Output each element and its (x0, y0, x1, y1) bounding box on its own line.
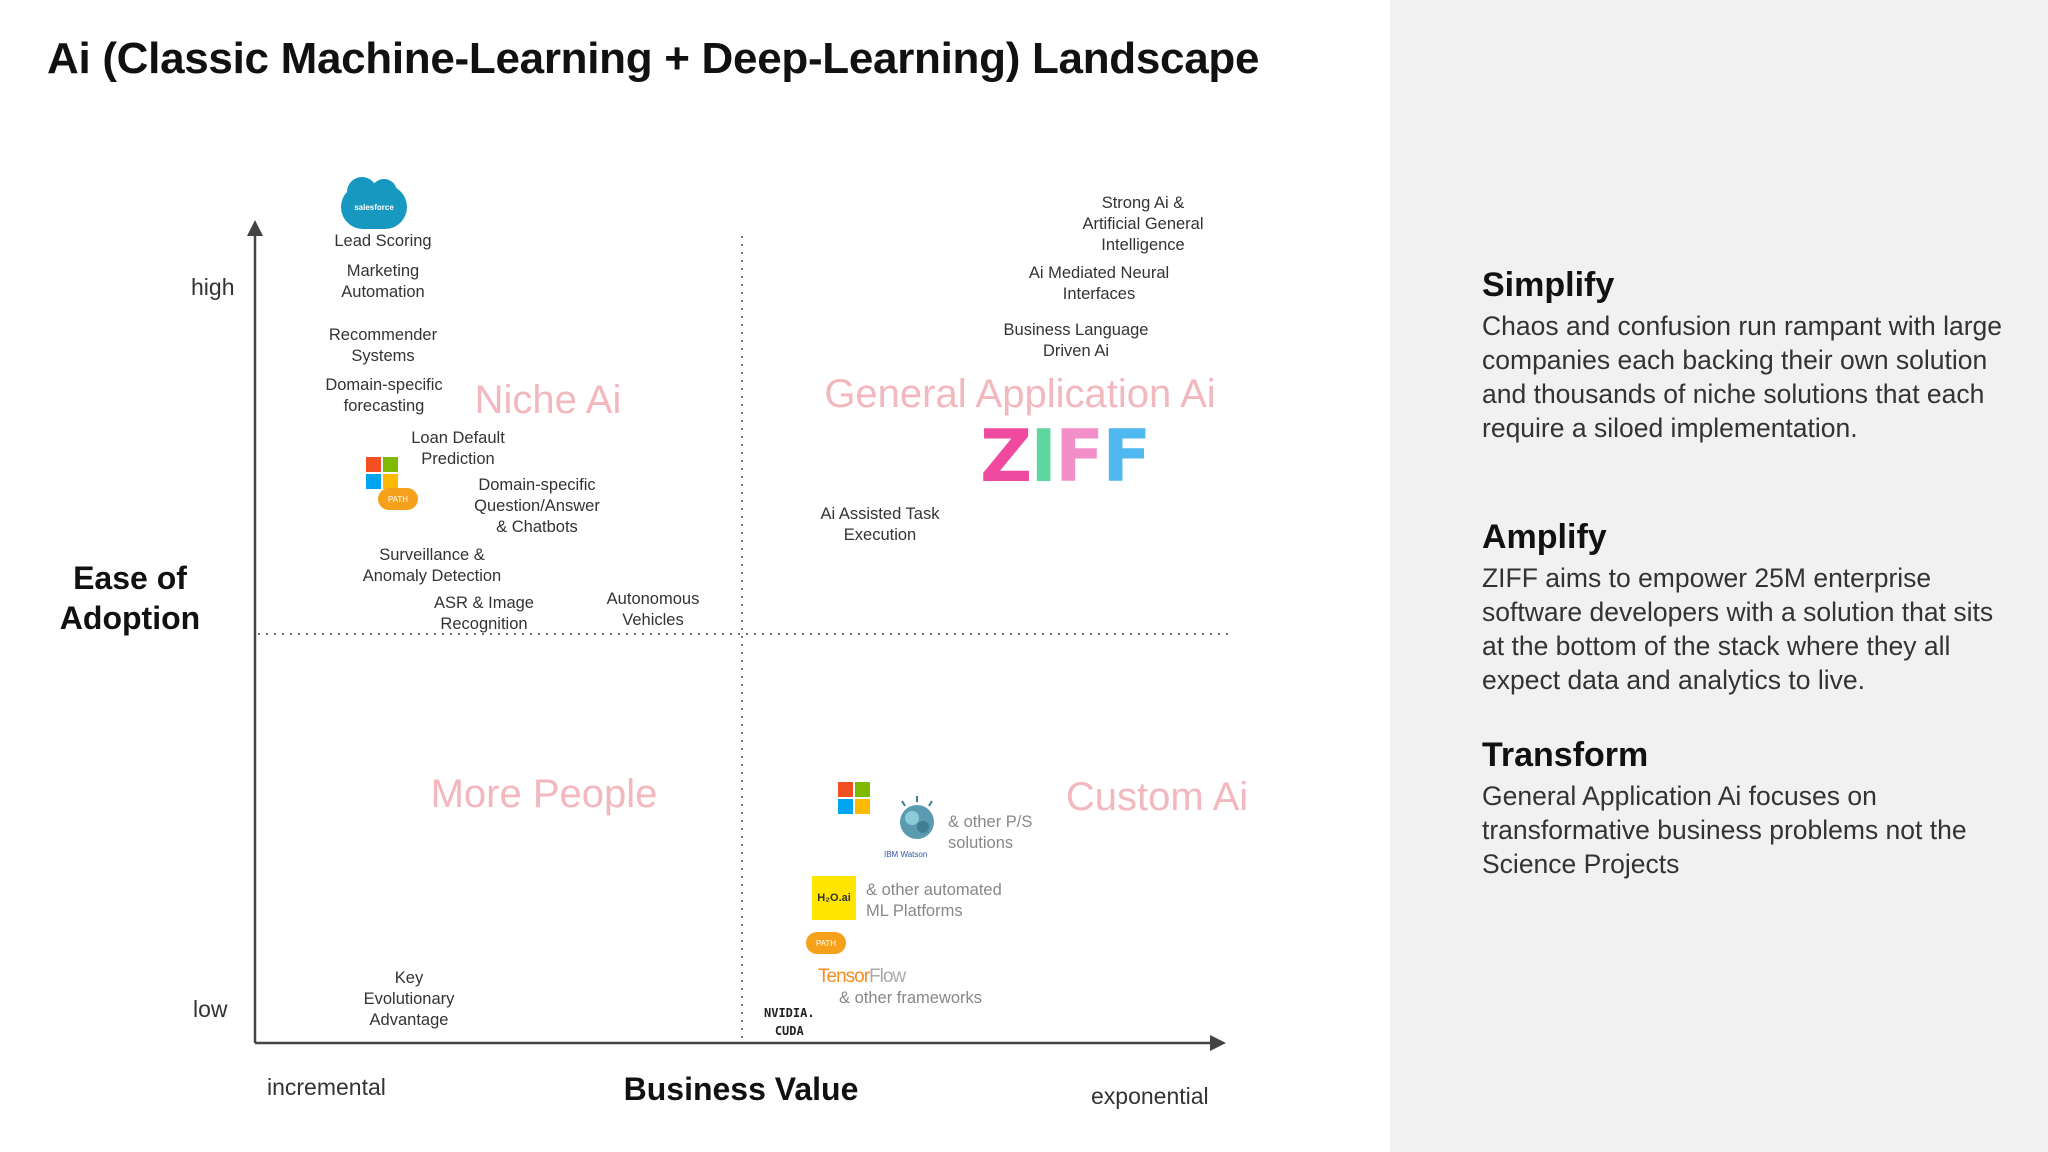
section-transform-title: Transform (1482, 736, 1649, 774)
ms-tile-green-2 (855, 782, 870, 797)
ms-tile-blue (366, 474, 381, 489)
cloud-badge-text: PATH (815, 938, 837, 948)
ziff-letter-f2: F (1102, 414, 1151, 498)
label-domain-qa: Domain-specific Question/Answer & Chatbo… (474, 476, 600, 536)
quadrant-custom-ai: Custom Ai (1065, 775, 1249, 819)
microsoft-logo-small (366, 457, 398, 489)
label-other-frameworks: & other frameworks (839, 989, 983, 1007)
ziff-letter-f1: F (1055, 414, 1104, 498)
y-axis-arrow (247, 220, 263, 236)
page-title: Ai (Classic Machine-Learning + Deep-Lear… (47, 34, 1260, 83)
ziff-letter-i: I (1030, 414, 1057, 498)
watson-caption: IBM Watson (884, 850, 928, 859)
label-surveillance: Surveillance & Anomaly Detection (362, 546, 502, 585)
cloud-badge-logo-small: PATH (378, 488, 418, 510)
section-simplify-title: Simplify (1482, 266, 1615, 304)
section-amplify: Amplify ZIFF aims to empower 25M enterpr… (1482, 518, 2022, 697)
section-transform-body: General Application Ai focuses on transf… (1482, 781, 1967, 879)
y-high-label: high (191, 274, 235, 300)
section-transform: Transform General Application Ai focuses… (1482, 736, 2022, 881)
cloud-badge-logo: PATH (806, 932, 846, 954)
label-recommender-systems: Recommender Systems (328, 326, 438, 365)
label-marketing-automation: Marketing Automation (341, 262, 425, 301)
watson-globe-icon (900, 796, 934, 839)
ms-tile-red (366, 457, 381, 472)
ms-tile-yellow (383, 474, 398, 489)
quadrant-more-people: More People (430, 772, 658, 816)
label-assisted-task: Ai Assisted Task Execution (820, 505, 940, 544)
label-domain-forecasting: Domain-specific forecasting (325, 376, 443, 415)
quadrant-general-application-ai: General Application Ai (824, 372, 1216, 416)
x-high-label: exponential (1091, 1083, 1209, 1109)
nvidia-cuda-logo: NVIDIA. CUDA (764, 1004, 815, 1040)
label-other-ml: & other automated ML Platforms (866, 881, 1002, 920)
y-low-label: low (193, 996, 228, 1022)
right-panel (1390, 0, 2048, 1152)
label-strong-ai: Strong Ai & Artificial General Intellige… (1082, 194, 1204, 254)
tensorflow-logo: TensorFlow (818, 966, 906, 988)
label-business-language: Business Language Driven Ai (1003, 321, 1149, 360)
ziff-letter-z: Z (980, 414, 1032, 498)
label-other-ps: & other P/S solutions (948, 813, 1033, 852)
ziff-logo: ZIFF (980, 420, 1151, 492)
salesforce-logo: salesforce (341, 177, 407, 229)
quadrant-niche-ai: Niche Ai (474, 378, 622, 422)
x-low-label: incremental (267, 1074, 386, 1100)
x-axis-title: Business Value (623, 1071, 859, 1107)
tensorflow-flow: Flow (869, 966, 906, 987)
nvidia-cuda-text: NVIDIA. CUDA (764, 1006, 815, 1038)
label-key-evolutionary: Key Evolutionary Advantage (363, 969, 455, 1029)
section-simplify-body: Chaos and confusion run rampant with lar… (1482, 311, 2002, 443)
h2o-logo: H₂O.ai (812, 876, 856, 920)
section-simplify: Simplify Chaos and confusion run rampant… (1482, 266, 2022, 445)
diagram-area (0, 0, 1390, 1152)
h2o-logo-text: H₂O.ai (817, 892, 851, 904)
salesforce-logo-text: salesforce (354, 202, 394, 212)
label-lead-scoring: Lead Scoring (334, 232, 432, 250)
section-amplify-body: ZIFF aims to empower 25M enterprise soft… (1482, 563, 1994, 695)
label-neural-interfaces: Ai Mediated Neural Interfaces (1028, 264, 1170, 303)
microsoft-logo (838, 782, 870, 814)
label-loan-default: Loan Default Prediction (411, 429, 505, 468)
ms-tile-blue-2 (838, 799, 853, 814)
cloud-badge-text-small: PATH (387, 494, 409, 504)
quadrant-axes (247, 220, 1228, 1051)
tensorflow-tensor: Tensor (818, 966, 870, 987)
ms-tile-green (383, 457, 398, 472)
label-asr-image: ASR & Image Recognition (434, 594, 534, 633)
section-amplify-title: Amplify (1482, 518, 1607, 556)
label-autonomous: Autonomous Vehicles (606, 590, 700, 629)
ms-tile-yellow-2 (855, 799, 870, 814)
ms-tile-red-2 (838, 782, 853, 797)
y-axis-title: Ease of Adoption (59, 560, 201, 636)
x-axis-arrow (1210, 1035, 1226, 1051)
